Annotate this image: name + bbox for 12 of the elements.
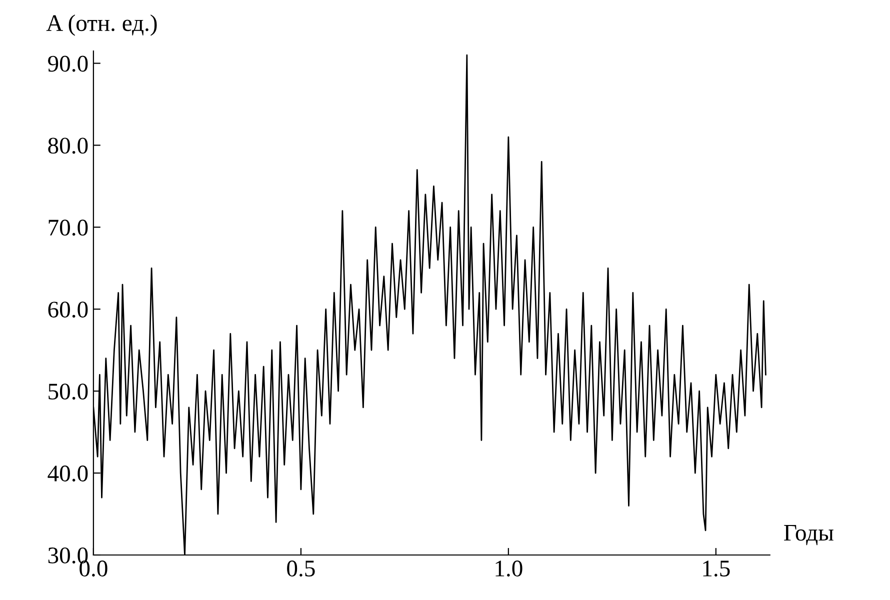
y-tick-label: 80.0 — [48, 138, 88, 154]
line-series — [93, 54, 766, 555]
x-tick-label: 0.5 — [287, 560, 315, 577]
y-tick-label: 60.0 — [48, 302, 88, 318]
y-tick-label: 90.0 — [48, 56, 88, 72]
x-axis-title: Годы — [784, 525, 834, 546]
x-tick-label: 1.0 — [496, 560, 522, 577]
y-axis-title: A (отн. ед.) — [46, 14, 157, 36]
y-tick-label: 70.0 — [48, 220, 88, 236]
y-tick-label: 50.0 — [48, 384, 88, 400]
y-tick-label: 40.0 — [48, 466, 88, 482]
x-tick-label: 1.5 — [703, 560, 730, 577]
